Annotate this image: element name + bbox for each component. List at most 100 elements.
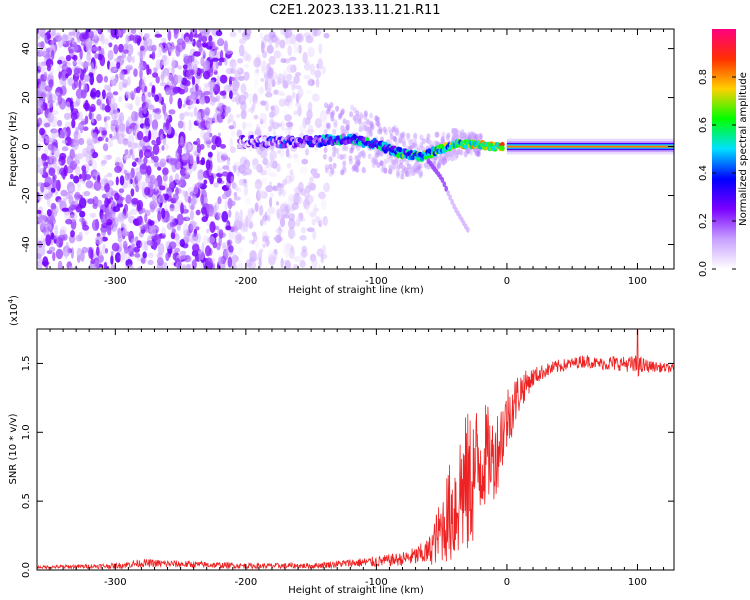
noise-speck — [203, 91, 211, 96]
noise-speck — [190, 223, 194, 231]
noise-speck — [154, 33, 163, 38]
noise-speck — [236, 113, 241, 119]
noise-speck — [48, 167, 56, 177]
noise-speck — [349, 111, 354, 118]
noise-speck — [195, 83, 199, 92]
noise-speck — [75, 234, 83, 242]
noise-speck — [209, 79, 216, 90]
noise-speck — [81, 165, 87, 172]
noise-speck — [260, 177, 268, 185]
noise-speck — [80, 89, 87, 99]
noise-speck — [203, 179, 208, 185]
noise-speck — [251, 209, 255, 214]
snr-panel: -300 -200 -100 0 100 0.0 0.5 1.0 1.5 Height of … — [7, 295, 675, 596]
noise-speck — [266, 161, 270, 168]
noise-speck — [319, 110, 328, 122]
snr-series — [37, 329, 674, 570]
noise-speck — [242, 121, 247, 130]
noise-speck — [179, 239, 185, 248]
noise-speck — [322, 153, 327, 160]
noise-speck — [213, 232, 218, 238]
noise-speck — [216, 172, 223, 178]
noise-speck — [209, 87, 213, 99]
noise-speck — [77, 58, 82, 66]
noise-speck — [470, 133, 475, 140]
noise-speck — [265, 83, 272, 93]
noise-speck — [314, 216, 321, 223]
noise-speck — [235, 259, 244, 269]
noise-speck — [232, 252, 236, 262]
noise-speck — [76, 247, 82, 258]
noise-speck — [104, 120, 108, 131]
noise-speck — [298, 44, 302, 54]
noise-speck — [229, 90, 233, 100]
noise-speck — [110, 251, 114, 256]
noise-speck — [210, 115, 218, 122]
noise-speck — [279, 29, 286, 35]
noise-speck — [222, 171, 229, 177]
x-tick-label: -200 — [235, 276, 258, 287]
noise-speck — [73, 67, 80, 76]
branch-cell — [442, 181, 447, 188]
noise-speck — [54, 152, 60, 159]
noise-speck — [68, 186, 76, 193]
branch-cell — [450, 198, 454, 205]
noise-speck — [248, 214, 254, 224]
noise-speck — [129, 208, 138, 215]
noise-speck — [178, 251, 186, 260]
noise-speck — [183, 141, 191, 154]
noise-speck — [218, 256, 224, 265]
noise-speck — [348, 158, 353, 165]
noise-speck — [79, 127, 84, 134]
noise-speck — [61, 146, 69, 152]
colorbar-tick-label: 0.0 — [698, 261, 709, 277]
noise-speck — [195, 77, 200, 85]
noise-speck — [139, 68, 143, 80]
noise-speck — [124, 103, 132, 109]
noise-speck — [238, 94, 246, 106]
noise-speck — [300, 188, 307, 196]
noise-speck — [309, 211, 317, 218]
noise-speck — [176, 213, 184, 226]
noise-speck — [160, 133, 164, 144]
noise-speck — [177, 97, 183, 109]
noise-speck — [155, 76, 160, 84]
noise-speck — [131, 56, 135, 64]
noise-speck — [204, 118, 212, 129]
noise-speck — [110, 222, 118, 232]
noise-speck — [305, 89, 313, 94]
noise-speck — [375, 120, 380, 127]
noise-speck — [220, 262, 226, 269]
noise-speck — [345, 124, 350, 131]
noise-speck — [255, 68, 260, 73]
noise-speck — [90, 62, 95, 73]
noise-speck — [82, 126, 89, 131]
noise-speck — [77, 184, 81, 192]
noise-speck — [227, 256, 233, 268]
noise-speck — [108, 139, 114, 148]
noise-speck — [43, 71, 48, 81]
noise-speck — [142, 251, 147, 259]
noise-speck — [268, 68, 274, 79]
noise-speck — [333, 119, 338, 125]
noise-speck — [139, 45, 145, 52]
noise-speck — [142, 224, 148, 230]
noise-speck — [363, 110, 368, 117]
noise-speck — [59, 128, 68, 139]
noise-speck — [114, 252, 122, 263]
noise-speck — [86, 51, 92, 62]
noise-speck — [299, 166, 308, 174]
noise-speck — [60, 226, 67, 236]
noise-speck — [73, 77, 79, 89]
noise-speck — [243, 71, 250, 81]
noise-speck — [276, 211, 281, 219]
colorbar-tick-label: 0.4 — [698, 165, 709, 181]
noise-speck — [309, 63, 316, 76]
noise-speck — [222, 152, 228, 157]
noise-speck — [258, 205, 264, 216]
noise-speck — [297, 106, 302, 117]
noise-speck — [174, 159, 182, 170]
noise-speck — [47, 192, 53, 198]
noise-speck — [332, 162, 337, 169]
noise-speck — [122, 79, 128, 87]
